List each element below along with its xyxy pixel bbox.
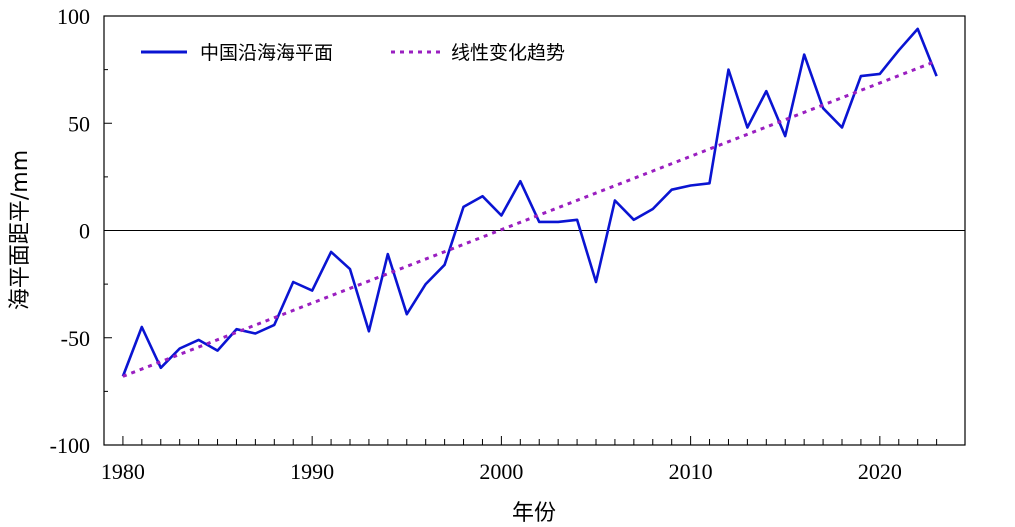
x-axis-ticks: 1980 1990 2000 2010 2020 xyxy=(101,436,938,484)
y-tick-label: 100 xyxy=(57,4,90,29)
x-tick-label: 2000 xyxy=(479,459,523,484)
series-line-trend xyxy=(122,59,938,378)
x-tick-label: 2020 xyxy=(858,459,902,484)
x-tick-label: 2010 xyxy=(669,459,713,484)
x-axis-title: 年份 xyxy=(512,501,556,526)
series-line-observed xyxy=(121,27,938,377)
y-tick-label: -100 xyxy=(50,433,90,458)
y-tick-label: 0 xyxy=(79,219,90,244)
series-layer xyxy=(121,27,938,378)
y-axis-ticks: -100 -50 0 50 100 xyxy=(50,4,112,458)
y-tick-label: -50 xyxy=(61,326,90,351)
legend-label-trend: 线性变化趋势 xyxy=(451,42,565,64)
legend: 中国沿海海平面 线性变化趋势 xyxy=(141,42,565,64)
legend-label-observed: 中国沿海海平面 xyxy=(200,42,333,64)
y-axis-title: 海平面距平/mm xyxy=(8,150,33,310)
x-tick-label: 1980 xyxy=(101,459,145,484)
y-tick-label: 50 xyxy=(68,111,90,136)
x-tick-label: 1990 xyxy=(290,459,334,484)
